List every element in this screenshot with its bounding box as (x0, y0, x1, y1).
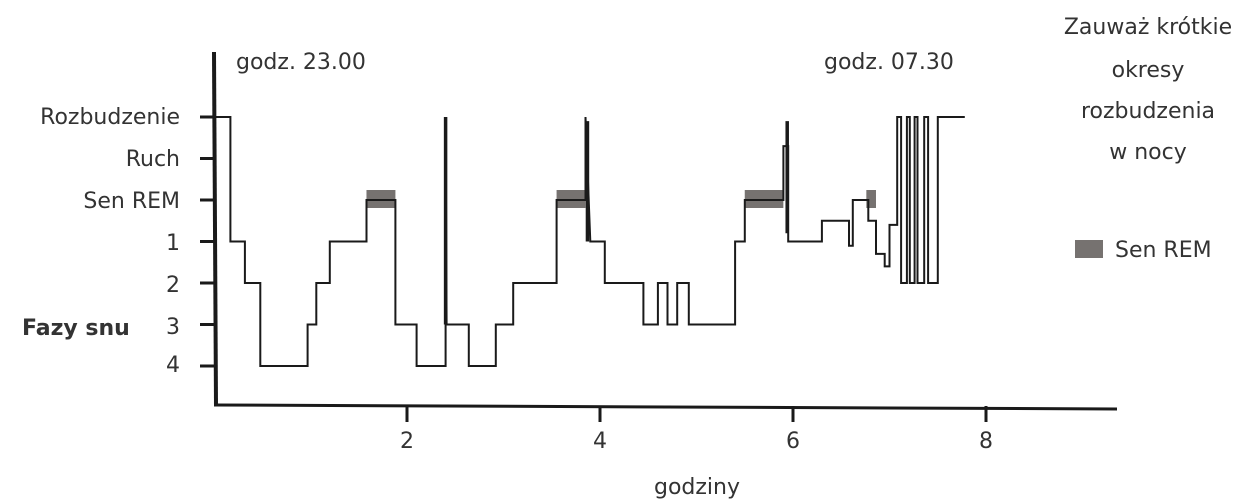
end-time-annotation: godz. 07.30 (824, 50, 954, 75)
y-label-stage-3: 3 (166, 315, 180, 340)
note-line-3: rozbudzenia (1081, 99, 1215, 124)
y-axis-ticks (200, 115, 215, 368)
legend-swatch-sen-rem (1075, 240, 1103, 258)
y-label-ruch: Ruch (126, 147, 180, 172)
note-line-1: Zauważ krótkie (1064, 15, 1232, 40)
x-axis-ticks (405, 406, 988, 422)
y-label-stage-4: 4 (166, 353, 180, 378)
x-tick-label-2: 2 (400, 429, 414, 454)
rem-period-4 (866, 190, 876, 208)
x-axis-title: godziny (654, 475, 740, 500)
legend-label-sen-rem: Sen REM (1115, 238, 1212, 263)
sleep-stage-line (214, 116, 965, 367)
note-line-4: w nocy (1109, 140, 1187, 165)
rem-periods (366, 190, 876, 208)
hypnogram-line (214, 116, 965, 367)
start-time-annotation: godz. 23.00 (236, 50, 366, 75)
x-tick-label-4: 4 (593, 429, 607, 454)
y-label-sen-rem: Sen REM (83, 189, 180, 214)
y-label-stage-1: 1 (166, 231, 180, 256)
y-label-rozbudzenie: Rozbudzenie (40, 105, 180, 130)
note-line-2: okresy (1112, 58, 1185, 83)
x-tick-label-6: 6 (786, 429, 800, 454)
x-axis (213, 403, 1118, 411)
x-tick-label-8: 8 (979, 429, 993, 454)
y-axis (212, 51, 218, 407)
y-axis-title: Fazy snu (22, 316, 130, 341)
y-label-stage-2: 2 (166, 273, 180, 298)
